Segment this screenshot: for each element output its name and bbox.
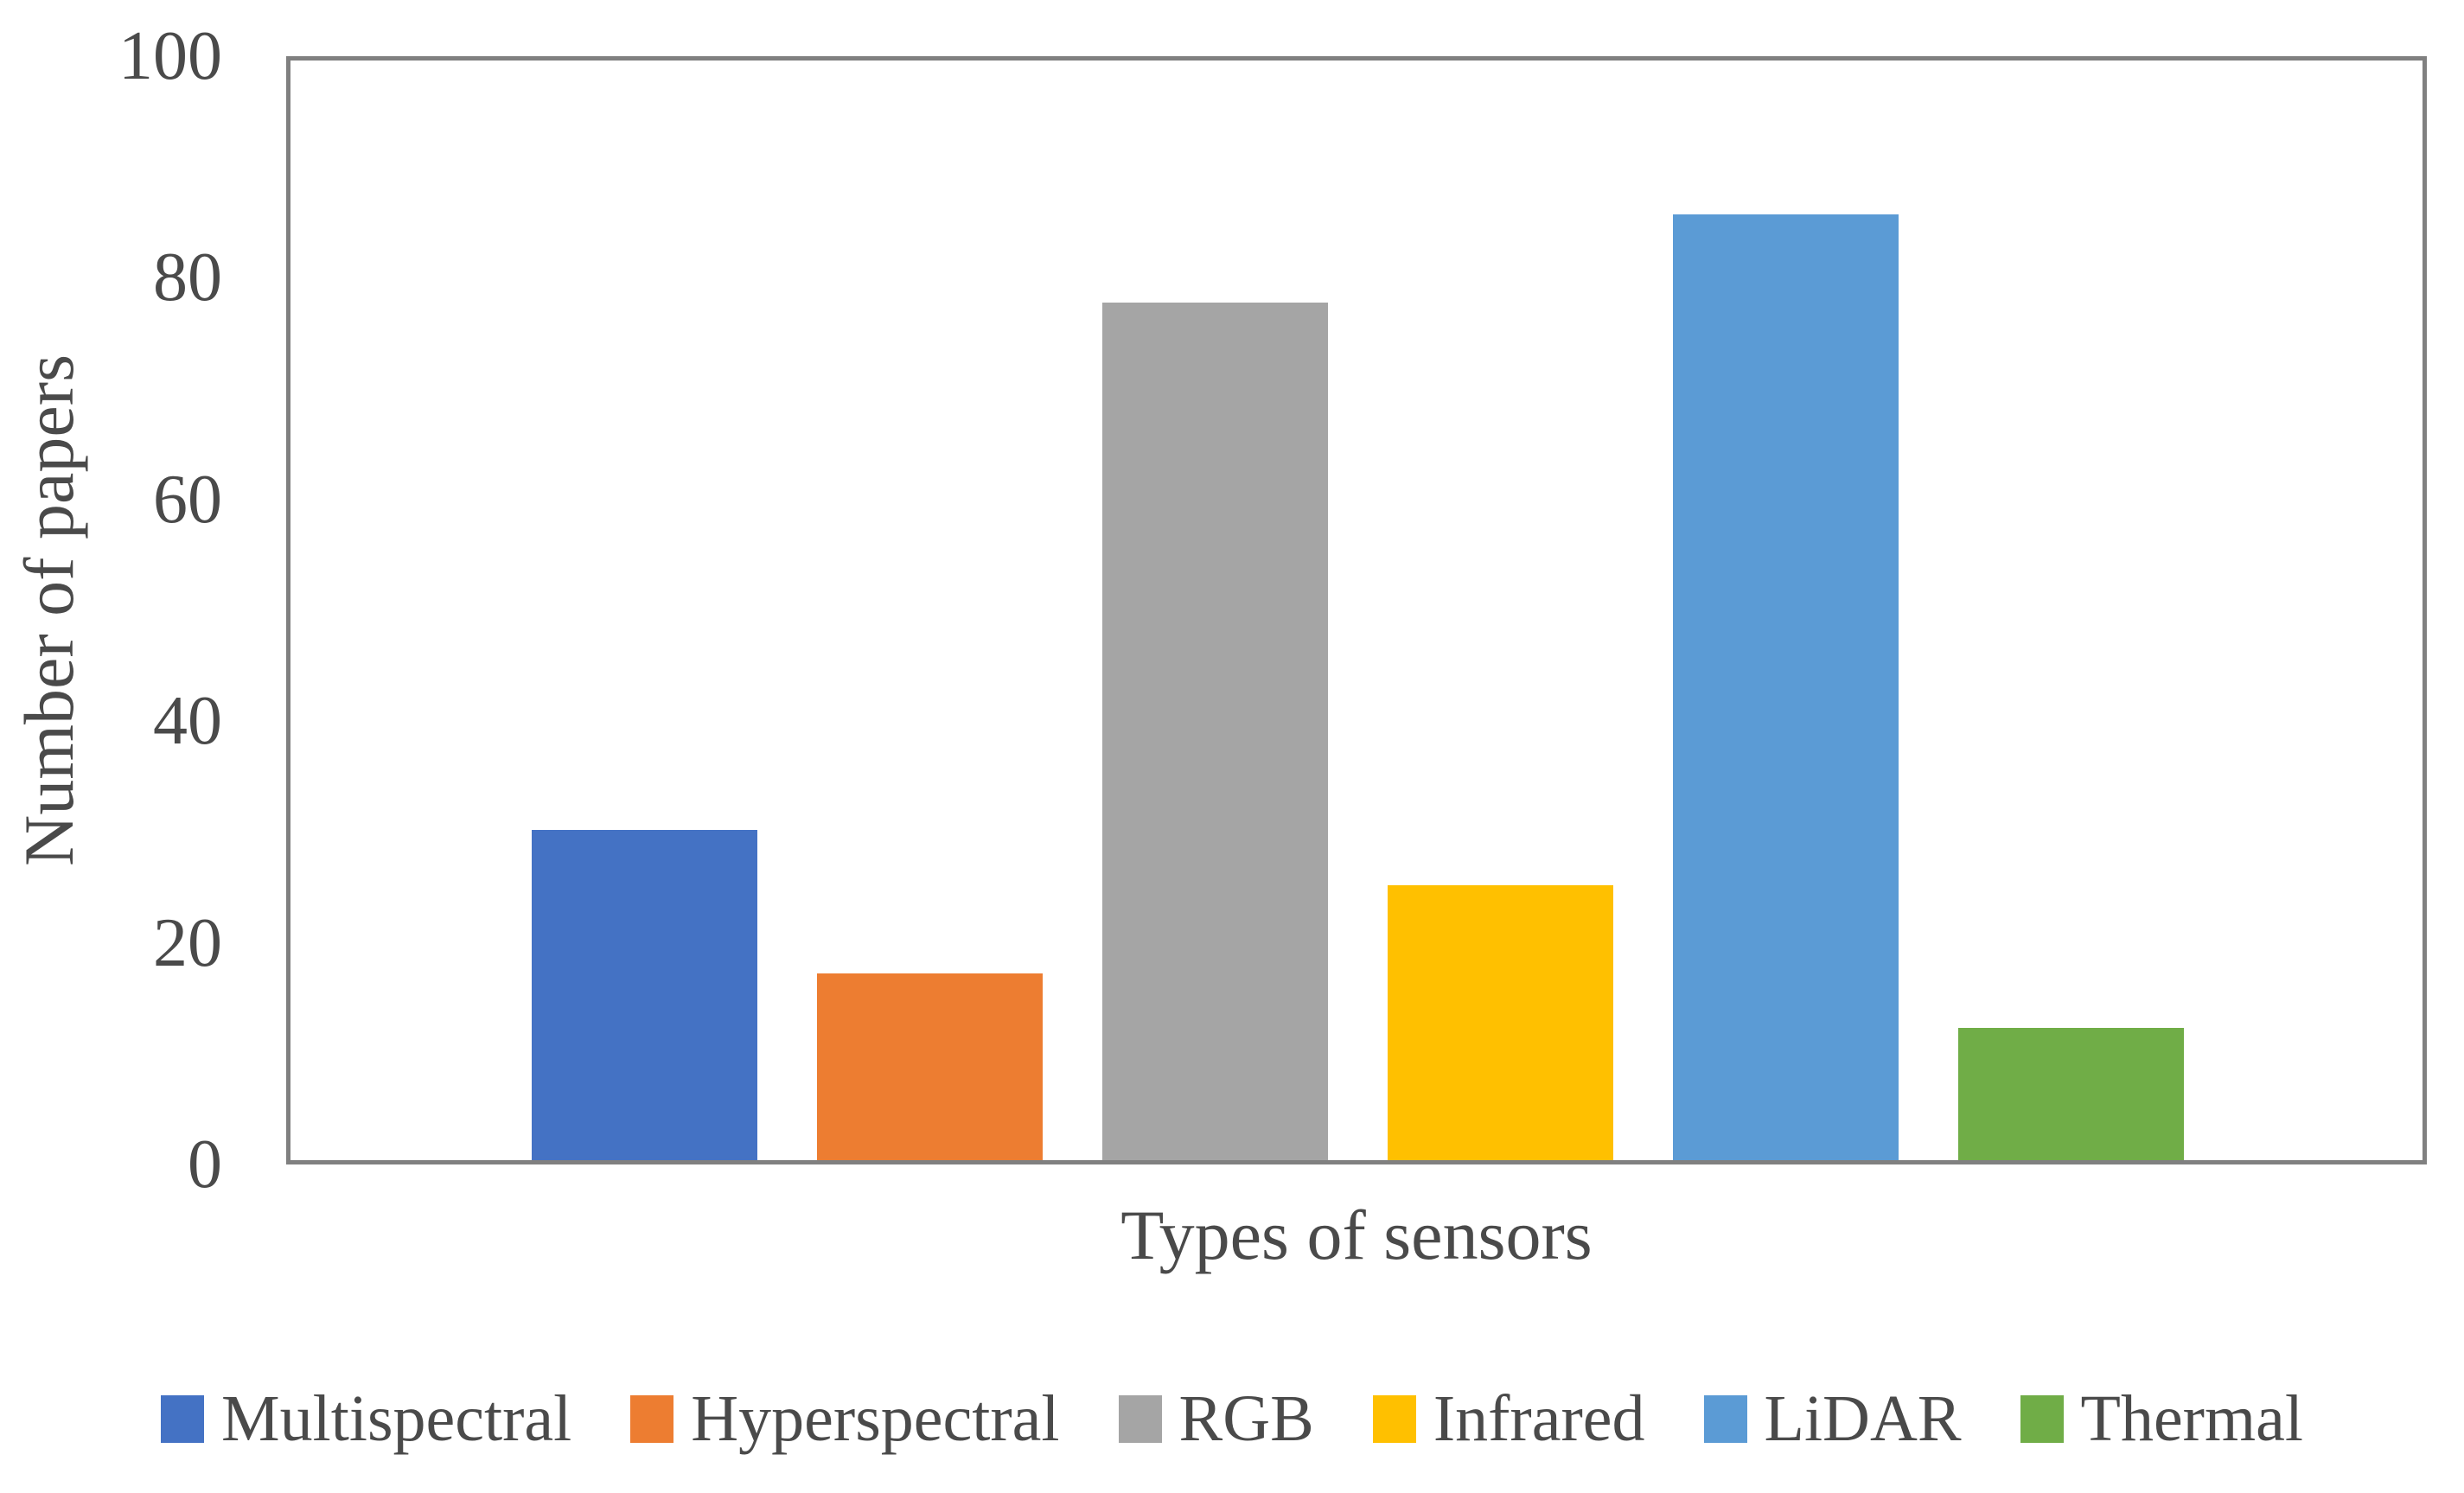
bar-hyperspectral [817, 973, 1043, 1160]
plot-area [286, 56, 2427, 1164]
chart-legend: Multispectral Hyperspectral RGB Infrared LiD… [0, 1380, 2464, 1458]
y-axis-title: Number of papers [10, 354, 88, 867]
bar-multispectral [532, 830, 757, 1160]
legend-color-swatch [161, 1394, 205, 1443]
legend-label: Thermal [2080, 1382, 2303, 1455]
y-tick-label: 100 [118, 18, 222, 94]
legend-label: Infrared [1433, 1382, 1645, 1455]
bar-rgb [1102, 303, 1328, 1160]
bar-infrared [1388, 885, 1613, 1160]
legend-item-rgb: RGB [1118, 1380, 1314, 1458]
bar-thermal [1958, 1028, 2184, 1160]
y-tick-label: 20 [153, 905, 222, 981]
legend-item-hyperspectral: Hyperspectral [630, 1380, 1060, 1458]
y-tick-label: 0 [188, 1126, 222, 1203]
bar-lidar [1673, 214, 1899, 1160]
legend-color-swatch [2020, 1394, 2064, 1443]
legend-label: LiDAR [1764, 1382, 1962, 1455]
legend-item-thermal: Thermal [2020, 1380, 2303, 1458]
legend-color-swatch [1372, 1394, 1416, 1443]
legend-color-swatch [1703, 1394, 1747, 1443]
legend-color-swatch [1118, 1394, 1162, 1443]
legend-item-lidar: LiDAR [1703, 1380, 1962, 1458]
x-axis-title: Types of sensors [1120, 1196, 1593, 1274]
legend-item-infrared: Infrared [1372, 1380, 1645, 1458]
y-tick-label: 60 [153, 462, 222, 538]
legend-item-multispectral: Multispectral [161, 1380, 571, 1458]
legend-color-swatch [630, 1394, 674, 1443]
legend-label: RGB [1178, 1382, 1314, 1455]
y-tick-label: 40 [153, 683, 222, 759]
y-tick-label: 80 [153, 239, 222, 316]
legend-label: Multispectral [221, 1382, 572, 1455]
legend-label: Hyperspectral [691, 1382, 1060, 1455]
